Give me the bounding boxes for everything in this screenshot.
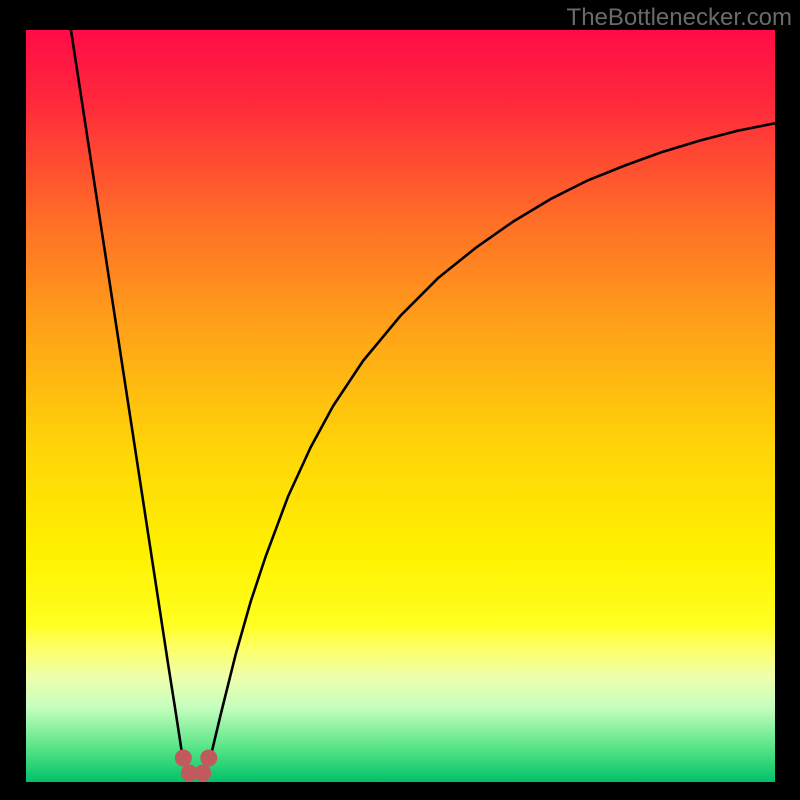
watermark-link[interactable]: TheBottlenecker.com	[567, 4, 792, 32]
curve-marker	[195, 765, 211, 781]
chart-svg	[26, 30, 775, 782]
chart-background	[26, 30, 775, 782]
chart-frame	[26, 30, 775, 782]
curve-marker	[175, 750, 191, 766]
curve-marker	[201, 750, 217, 766]
